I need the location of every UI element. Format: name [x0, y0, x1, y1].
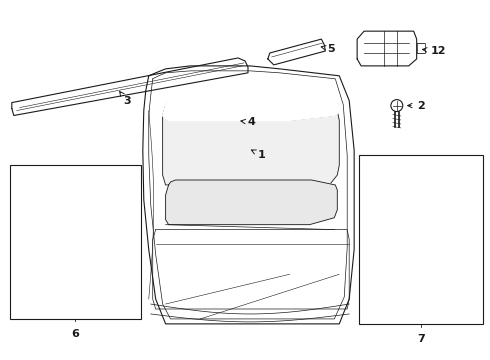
Polygon shape	[166, 180, 337, 225]
Text: 10: 10	[49, 278, 72, 289]
Text: 5: 5	[321, 44, 335, 54]
Text: 12: 12	[422, 46, 446, 56]
Text: 1: 1	[251, 150, 266, 160]
Polygon shape	[163, 103, 339, 121]
Text: 8: 8	[67, 226, 84, 237]
Bar	[10, 165, 141, 319]
Polygon shape	[143, 66, 354, 324]
Polygon shape	[163, 105, 339, 185]
Text: 7: 7	[417, 334, 424, 344]
Text: 3: 3	[120, 91, 130, 105]
Text: 2: 2	[408, 100, 424, 111]
Polygon shape	[208, 109, 240, 134]
Polygon shape	[364, 247, 478, 292]
Polygon shape	[18, 262, 73, 297]
Bar	[359, 155, 483, 324]
Polygon shape	[12, 58, 248, 116]
Polygon shape	[367, 170, 478, 183]
Bar	[416, 43, 425, 53]
Polygon shape	[20, 210, 83, 247]
Polygon shape	[268, 39, 325, 65]
Text: 4: 4	[241, 117, 256, 127]
Text: 9: 9	[419, 184, 432, 195]
Polygon shape	[357, 31, 416, 66]
Polygon shape	[16, 170, 133, 180]
Text: 11: 11	[427, 269, 449, 279]
Text: 6: 6	[72, 329, 79, 339]
